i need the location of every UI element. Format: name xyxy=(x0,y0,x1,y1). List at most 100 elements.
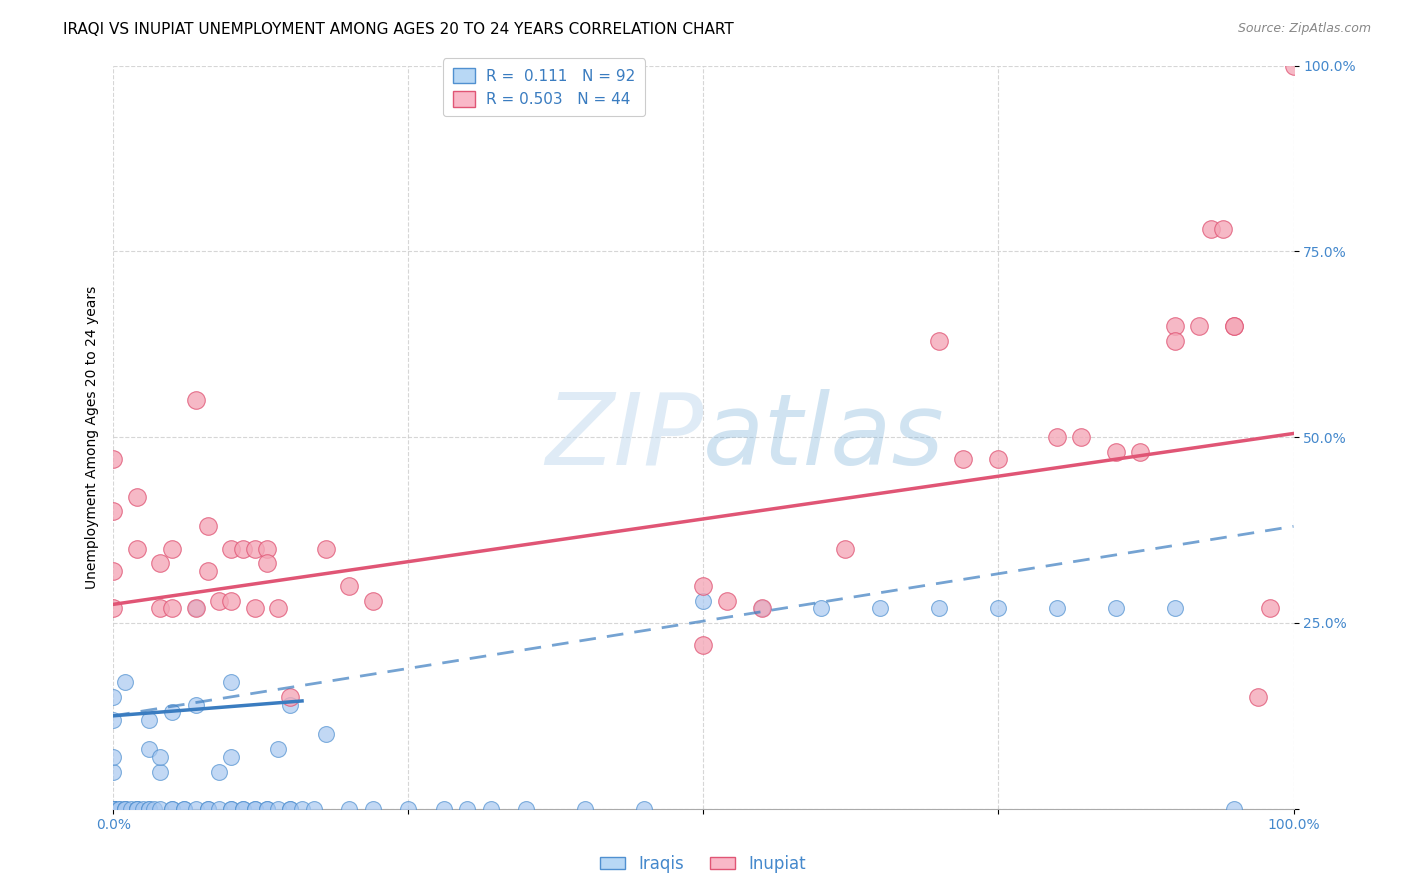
Point xyxy=(952,452,974,467)
Point xyxy=(1164,601,1187,615)
Point xyxy=(574,802,596,816)
Point xyxy=(243,601,266,615)
Point xyxy=(869,601,891,615)
Point xyxy=(103,802,125,816)
Point xyxy=(108,802,131,816)
Point xyxy=(987,452,1010,467)
Point xyxy=(143,802,166,816)
Point xyxy=(1164,318,1187,333)
Point xyxy=(219,541,242,556)
Point xyxy=(103,713,125,727)
Point xyxy=(1258,601,1281,615)
Point xyxy=(138,802,160,816)
Point xyxy=(337,579,360,593)
Point xyxy=(751,601,773,615)
Point xyxy=(125,802,148,816)
Point xyxy=(278,690,301,705)
Point xyxy=(138,742,160,756)
Point xyxy=(103,764,125,779)
Point xyxy=(103,802,125,816)
Point xyxy=(256,802,278,816)
Point xyxy=(515,802,537,816)
Point xyxy=(173,802,195,816)
Point xyxy=(184,601,207,615)
Point xyxy=(103,802,125,816)
Point xyxy=(138,713,160,727)
Point xyxy=(108,802,131,816)
Point xyxy=(633,802,655,816)
Point xyxy=(160,705,183,719)
Point xyxy=(208,593,231,607)
Point xyxy=(103,802,125,816)
Point xyxy=(103,802,125,816)
Point xyxy=(278,802,301,816)
Point xyxy=(256,802,278,816)
Point xyxy=(243,802,266,816)
Point xyxy=(1212,222,1234,236)
Point xyxy=(278,802,301,816)
Point xyxy=(197,802,219,816)
Point xyxy=(103,802,125,816)
Point xyxy=(103,690,125,705)
Point xyxy=(103,802,125,816)
Point xyxy=(125,802,148,816)
Point xyxy=(125,541,148,556)
Point xyxy=(232,541,254,556)
Point xyxy=(184,392,207,407)
Point xyxy=(278,698,301,712)
Point xyxy=(219,593,242,607)
Point xyxy=(219,802,242,816)
Point xyxy=(138,802,160,816)
Point xyxy=(149,557,172,571)
Point xyxy=(479,802,502,816)
Point xyxy=(1188,318,1211,333)
Point xyxy=(291,802,314,816)
Point xyxy=(103,504,125,518)
Legend: R =  0.111   N = 92, R = 0.503   N = 44: R = 0.111 N = 92, R = 0.503 N = 44 xyxy=(443,59,644,117)
Point xyxy=(103,802,125,816)
Point xyxy=(114,802,136,816)
Point xyxy=(103,802,125,816)
Point xyxy=(131,802,153,816)
Point xyxy=(315,727,337,741)
Point xyxy=(1105,445,1128,459)
Point xyxy=(114,802,136,816)
Point xyxy=(125,802,148,816)
Point xyxy=(1199,222,1222,236)
Point xyxy=(103,564,125,578)
Point xyxy=(149,802,172,816)
Point xyxy=(103,802,125,816)
Point xyxy=(125,490,148,504)
Point xyxy=(103,802,125,816)
Text: ZIP: ZIP xyxy=(546,389,703,485)
Point xyxy=(103,802,125,816)
Point xyxy=(160,601,183,615)
Point xyxy=(160,541,183,556)
Point xyxy=(1223,802,1246,816)
Point xyxy=(219,749,242,764)
Point xyxy=(103,802,125,816)
Point xyxy=(810,601,832,615)
Point xyxy=(103,802,125,816)
Point xyxy=(928,334,950,348)
Point xyxy=(103,802,125,816)
Point xyxy=(433,802,456,816)
Point xyxy=(267,742,290,756)
Point xyxy=(103,601,125,615)
Point xyxy=(173,802,195,816)
Point xyxy=(396,802,419,816)
Point xyxy=(716,593,738,607)
Point xyxy=(103,452,125,467)
Legend: Iraqis, Inupiat: Iraqis, Inupiat xyxy=(593,848,813,880)
Point xyxy=(243,802,266,816)
Point xyxy=(149,749,172,764)
Point xyxy=(219,675,242,690)
Point xyxy=(751,601,773,615)
Point xyxy=(114,675,136,690)
Point xyxy=(1105,601,1128,615)
Point xyxy=(103,802,125,816)
Point xyxy=(302,802,325,816)
Point xyxy=(1223,318,1246,333)
Point xyxy=(1164,334,1187,348)
Point xyxy=(1070,430,1092,444)
